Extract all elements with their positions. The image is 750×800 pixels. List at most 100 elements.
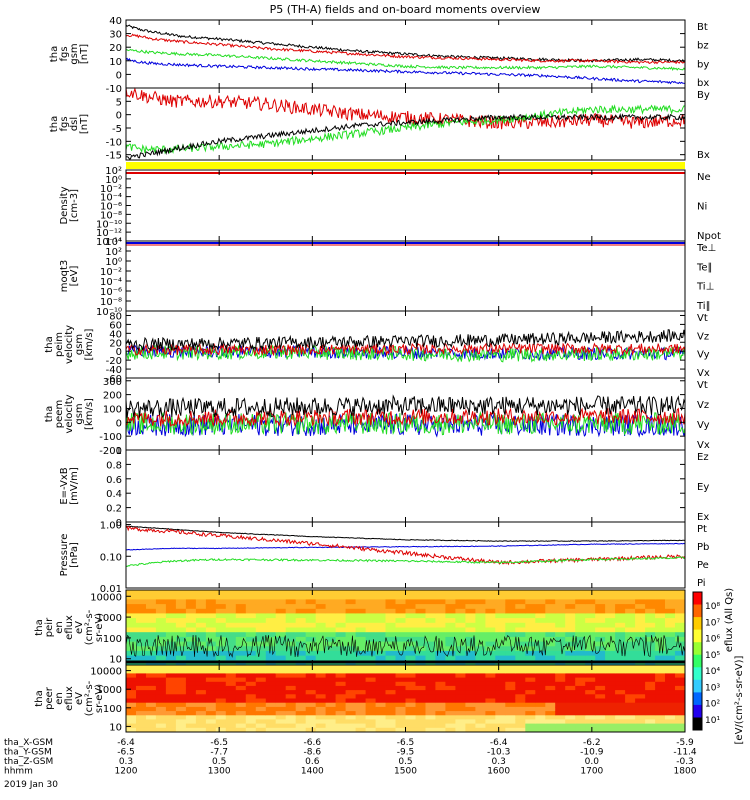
heatmap-cell	[675, 681, 686, 687]
heatmap-cell	[215, 711, 227, 716]
heatmap-cell	[575, 711, 586, 716]
heatmap-cell	[565, 702, 576, 708]
heatmap-cell	[375, 673, 387, 679]
heatmap-cell	[375, 677, 387, 683]
heatmap-cell	[175, 715, 187, 720]
heatmap-cell	[185, 608, 197, 614]
heatmap-cell	[275, 711, 287, 716]
x-row-value: -7.7	[210, 748, 228, 758]
heatmap-cell	[165, 655, 177, 661]
heatmap-cell	[675, 685, 686, 691]
heatmap-cell	[645, 594, 656, 600]
legend-Ti⊥: Ti⊥	[696, 282, 714, 293]
heatmap-cell	[665, 673, 676, 679]
heatmap-cell	[395, 613, 406, 619]
heatmap-cell	[375, 599, 387, 605]
heatmap-cell	[545, 673, 556, 679]
heatmap-cell	[595, 650, 606, 657]
heatmap-cell	[285, 655, 297, 661]
heatmap-cell	[385, 594, 396, 600]
heatmap-cell	[405, 608, 416, 614]
heatmap-cell	[655, 636, 666, 643]
heatmap-cell	[555, 727, 566, 733]
heatmap-cell	[555, 632, 566, 638]
heatmap-cell	[345, 632, 357, 638]
legend-bz: bz	[697, 41, 709, 52]
heatmap-cell	[455, 665, 466, 670]
heatmap-cell	[215, 636, 227, 643]
heatmap-cell	[625, 655, 636, 661]
heatmap-cell	[385, 622, 396, 628]
legend-Ex: Ex	[697, 512, 709, 523]
heatmap-cell	[345, 599, 357, 605]
heatmap-cell	[325, 723, 337, 729]
heatmap-cell	[445, 711, 456, 716]
heatmap-cell	[575, 727, 586, 733]
heatmap-cell	[535, 694, 546, 699]
heatmap-cell	[265, 590, 277, 596]
heatmap-cell	[425, 622, 436, 628]
heatmap-cell	[335, 627, 347, 633]
heatmap-cell	[205, 627, 217, 633]
heatmap-cell	[385, 608, 396, 614]
heatmap-cell	[485, 669, 496, 674]
heatmap-cell	[595, 715, 606, 720]
heatmap-cell	[305, 685, 317, 691]
heatmap-cell	[126, 655, 137, 661]
heatmap-cell	[255, 627, 267, 633]
legend-Te∥: Te∥	[696, 262, 713, 273]
heatmap-cell	[175, 665, 187, 670]
heatmap-cell	[615, 627, 626, 633]
heatmap-cell	[565, 706, 576, 712]
heatmap-cell	[355, 650, 367, 657]
heatmap-cell	[415, 618, 426, 624]
legend-Te⊥: Te⊥	[696, 243, 716, 254]
heatmap-cell	[146, 694, 157, 699]
y-tick-label: 100	[103, 404, 122, 415]
heatmap-cell	[465, 650, 476, 657]
colorbar-tick-label: 10⁴	[705, 667, 720, 677]
heatmap-cell	[595, 632, 606, 638]
heatmap-cell	[275, 702, 287, 708]
y-tick-label: 10	[109, 655, 122, 666]
heatmap-cell	[315, 594, 327, 600]
heatmap-cell	[126, 685, 137, 691]
heatmap-cell	[295, 677, 307, 683]
heatmap-cell	[595, 604, 606, 610]
heatmap-cell	[355, 698, 367, 704]
heatmap-cell	[635, 715, 646, 720]
heatmap-cell	[385, 655, 396, 661]
x-row-value: -11.4	[673, 748, 697, 758]
heatmap-cell	[215, 646, 227, 652]
heatmap-cell	[195, 650, 207, 657]
heatmap-cell	[625, 599, 636, 605]
heatmap-cell	[205, 599, 217, 605]
heatmap-cell	[585, 669, 596, 674]
heatmap-cell	[585, 655, 596, 661]
heatmap-cell	[425, 727, 436, 733]
heatmap-cell	[335, 723, 347, 729]
colorbar-tick-label: 10⁵	[705, 651, 720, 661]
y-axis-label: gsm	[74, 403, 85, 424]
heatmap-cell	[425, 613, 436, 619]
heatmap-cell	[275, 646, 287, 652]
heatmap-cell	[405, 604, 416, 610]
heatmap-cell	[525, 694, 536, 699]
heatmap-cell	[625, 590, 636, 596]
heatmap-cell	[355, 706, 367, 712]
heatmap-cell	[235, 618, 247, 624]
heatmap-cell	[505, 690, 516, 695]
heatmap-cell	[255, 632, 267, 638]
heatmap-cell	[465, 646, 476, 652]
series-line-Bt-black	[126, 113, 686, 160]
heatmap-cell	[445, 727, 456, 733]
heatmap-cell	[655, 669, 666, 674]
heatmap-cell	[445, 702, 456, 708]
heatmap-cell	[475, 636, 486, 643]
heatmap-cell	[365, 715, 377, 720]
heatmap-cell	[165, 627, 177, 633]
heatmap-cell	[395, 673, 406, 679]
heatmap-cell	[525, 727, 536, 733]
heatmap-cell	[235, 646, 247, 652]
